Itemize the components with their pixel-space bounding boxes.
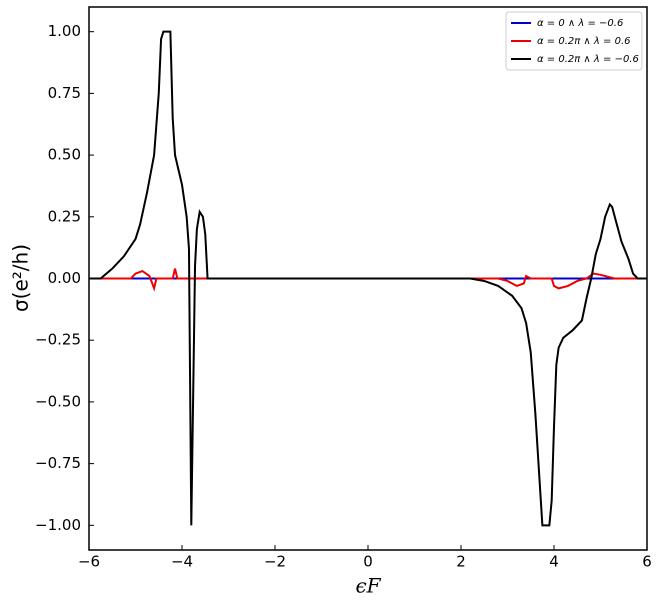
legend-label: α = 0.2π ∧ λ = 0.6 [537,36,631,47]
legend-box [505,11,643,71]
x-tick-label: −4 [171,553,193,571]
legend-label: α = 0.2π ∧ λ = −0.6 [537,54,639,65]
x-tick-label: 6 [642,553,652,571]
legend-label: α = 0 ∧ λ = −0.6 [537,18,623,29]
x-tick-label: −2 [264,553,286,571]
x-tick-label: −6 [78,553,100,571]
y-tick-label: 0.75 [48,84,81,102]
x-tick-label: 2 [456,553,466,571]
y-tick-label: −0.25 [35,331,81,349]
y-tick-label: 0.50 [48,146,81,164]
y-tick-label: 0.00 [48,269,81,287]
x-axis-label: ϵF [355,574,381,598]
line [89,268,647,292]
y-tick-label: −0.50 [35,392,81,410]
y-tick-label: 1.00 [48,22,81,40]
plot-frame [88,6,648,551]
y-tick-label: −1.00 [35,516,81,534]
y-tick-label: 0.25 [48,207,81,225]
x-tick-label: 4 [549,553,559,571]
y-axis-label: σ(e²/h) [9,244,33,312]
x-tick-label: 0 [363,553,373,571]
y-tick-label: −0.75 [35,454,81,472]
line [89,30,647,527]
